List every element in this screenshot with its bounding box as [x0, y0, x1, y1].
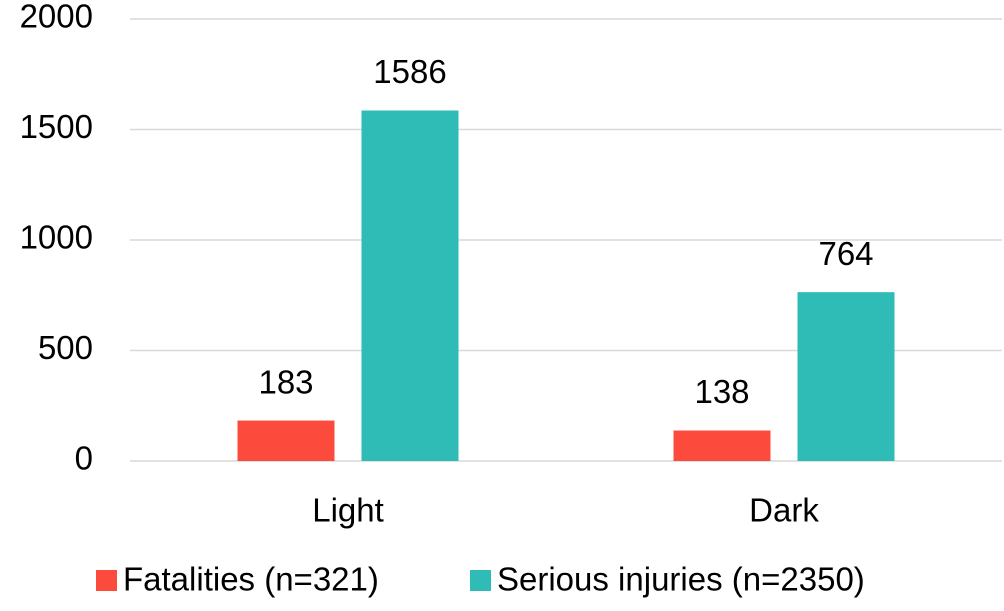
data-label: 183	[258, 363, 313, 400]
legend-swatch	[470, 570, 491, 591]
y-tick-label: 1000	[20, 219, 93, 256]
y-tick-label: 0	[75, 440, 93, 477]
legend-label: Fatalities (n=321)	[123, 561, 379, 598]
bar	[797, 292, 895, 461]
y-tick-label: 500	[38, 329, 93, 366]
x-tick-label: Dark	[749, 492, 819, 529]
x-tick-label: Light	[312, 492, 384, 529]
y-tick-label: 2000	[20, 0, 93, 35]
bar	[237, 420, 335, 461]
y-tick-label: 1500	[20, 108, 93, 145]
legend-swatch	[96, 570, 117, 591]
legend-label: Serious injuries (n=2350)	[497, 561, 865, 598]
bar	[361, 110, 459, 461]
bar	[673, 430, 771, 461]
data-label: 138	[694, 373, 749, 410]
data-label: 1586	[373, 53, 446, 90]
data-label: 764	[818, 235, 873, 272]
